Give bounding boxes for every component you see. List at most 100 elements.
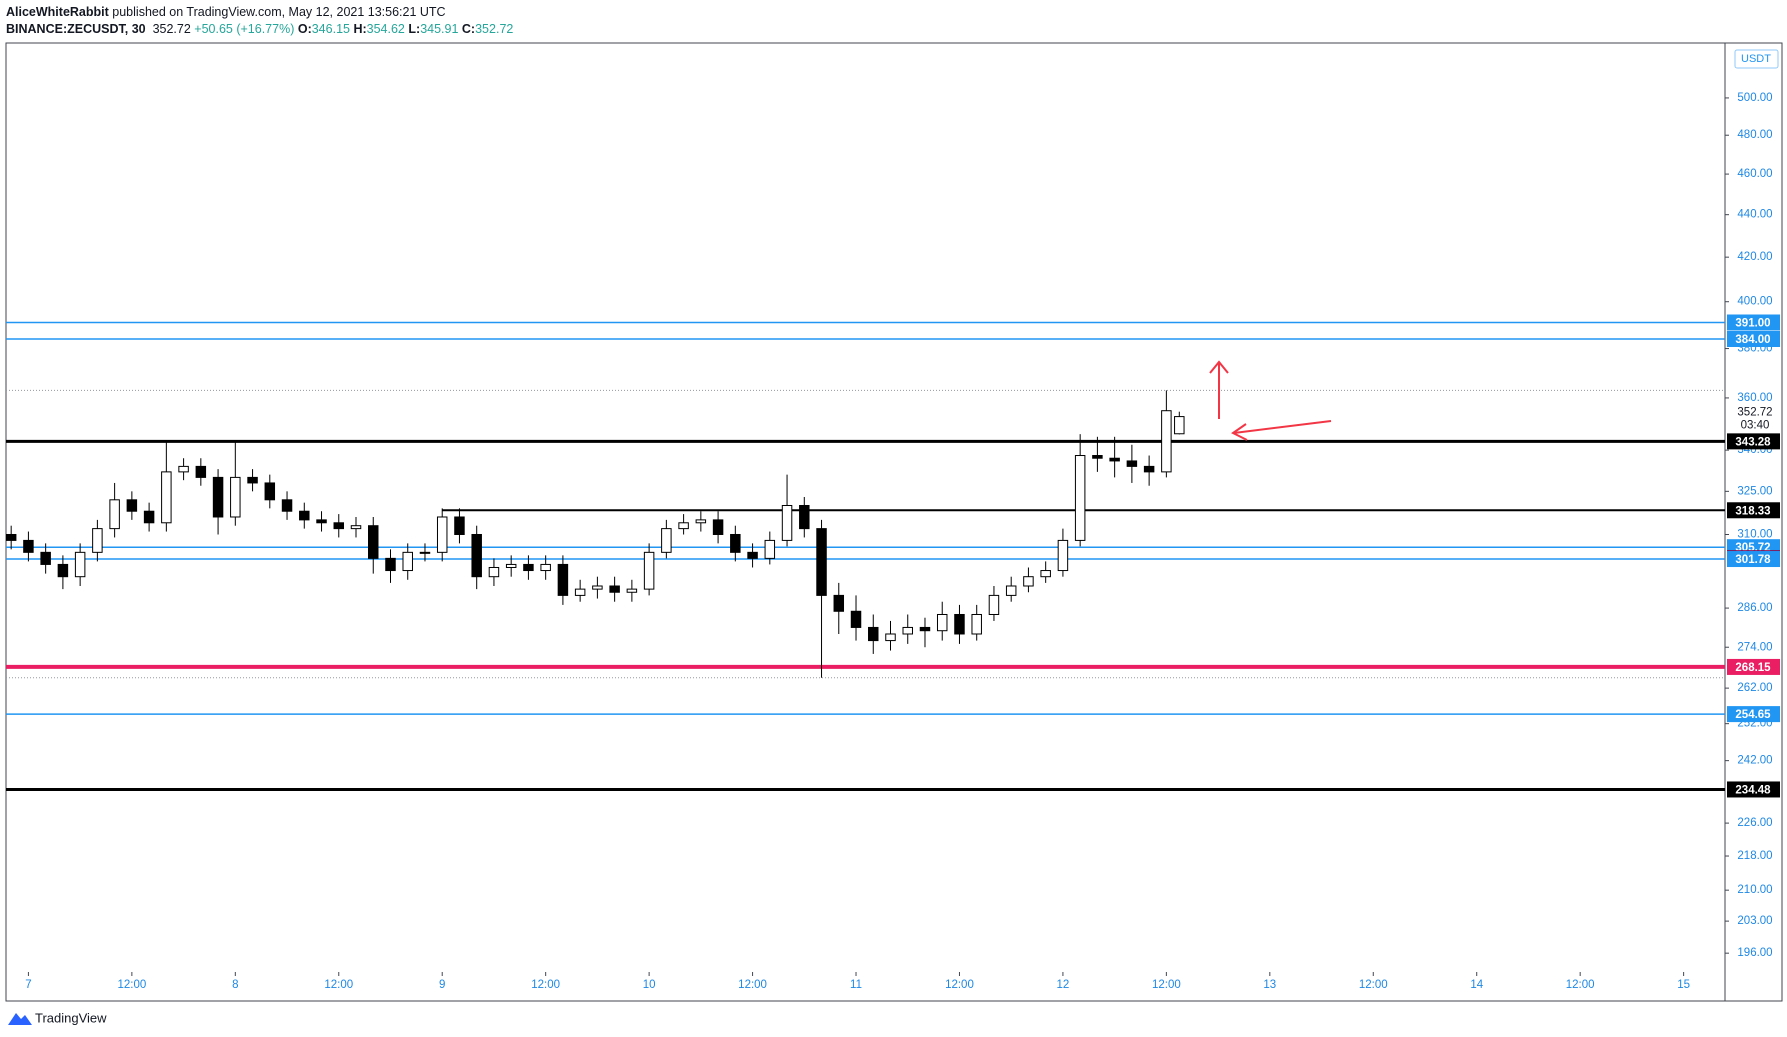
candle-body bbox=[643, 551, 655, 590]
currency-box bbox=[1734, 49, 1779, 69]
candle-body bbox=[781, 504, 793, 541]
x-tick-label: 11 bbox=[850, 979, 862, 991]
ohlc-label: O: bbox=[297, 22, 312, 36]
candle-body bbox=[574, 588, 586, 596]
ohlc-value: 345.91 bbox=[420, 22, 459, 36]
candle-body bbox=[488, 566, 500, 578]
y-tick-label: 460.00 bbox=[1737, 168, 1772, 180]
candle-body bbox=[1057, 539, 1069, 572]
candle-body bbox=[919, 626, 931, 632]
candle-body bbox=[195, 465, 207, 478]
y-tick-label: 310.00 bbox=[1737, 529, 1772, 541]
y-tick-label: 360.00 bbox=[1737, 392, 1772, 404]
level-label-box bbox=[1727, 658, 1780, 675]
y-tick-label: 210.00 bbox=[1737, 884, 1772, 896]
candle-body bbox=[230, 476, 241, 518]
candle-body bbox=[1040, 570, 1051, 578]
candle-body bbox=[161, 471, 172, 524]
candle-body bbox=[385, 557, 396, 572]
candle-body bbox=[661, 528, 672, 553]
candle-body bbox=[988, 594, 1000, 615]
y-tick-label: 440.00 bbox=[1737, 209, 1772, 221]
ohlc-o: O:346.15 bbox=[298, 22, 350, 36]
candle-body bbox=[1143, 465, 1155, 473]
footer-logo: TradingView bbox=[8, 1010, 107, 1025]
brand: TradingView bbox=[35, 1010, 107, 1025]
change: +50.65 (+16.77%) bbox=[194, 22, 295, 36]
y-tick-label: 262.00 bbox=[1737, 682, 1772, 694]
left-arrow-head bbox=[1231, 423, 1248, 441]
candle-body bbox=[333, 522, 345, 530]
candle-body bbox=[471, 533, 482, 578]
ohlc-c: C:352.72 bbox=[462, 22, 513, 36]
frame bbox=[5, 42, 1783, 1002]
candle-body bbox=[764, 539, 776, 559]
y-tick-label: 500.00 bbox=[1737, 92, 1772, 104]
candle-body bbox=[368, 525, 379, 559]
x-tick-label: 15 bbox=[1677, 979, 1690, 991]
y-tick-label: 420.00 bbox=[1737, 251, 1772, 263]
candle-body bbox=[23, 539, 34, 553]
level-label-box bbox=[1727, 781, 1780, 798]
axes: 196.00203.00210.00218.00226.00242.00252.… bbox=[25, 92, 1780, 991]
author: AliceWhiteRabbit bbox=[6, 5, 109, 19]
x-tick-label: 7 bbox=[25, 979, 31, 991]
y-tick-label: 196.00 bbox=[1737, 947, 1772, 959]
ohlc-l: L:345.91 bbox=[408, 22, 458, 36]
x-tick-label: 12:00 bbox=[1566, 979, 1595, 991]
candle-body bbox=[695, 519, 707, 524]
candle-body bbox=[609, 585, 620, 593]
x-tick-label: 9 bbox=[439, 979, 445, 991]
ohlc-label: H: bbox=[353, 22, 367, 36]
level-label: 391.00 bbox=[1735, 318, 1770, 330]
level-label-box bbox=[1727, 314, 1780, 331]
candle-body bbox=[902, 626, 913, 635]
logo bbox=[8, 1013, 32, 1025]
candle-body bbox=[40, 551, 51, 565]
candle-body bbox=[626, 588, 638, 593]
candle-body bbox=[799, 504, 810, 530]
candle-body bbox=[833, 594, 845, 612]
candle-body bbox=[523, 563, 534, 572]
x-tick-label: 12:00 bbox=[531, 979, 560, 991]
candle-body bbox=[936, 613, 948, 632]
y-tick-label: 203.00 bbox=[1737, 915, 1772, 927]
candle-body bbox=[850, 610, 862, 628]
candle-body bbox=[592, 585, 603, 590]
publish-line: AliceWhiteRabbit published on TradingVie… bbox=[6, 4, 513, 21]
header: AliceWhiteRabbit published on TradingVie… bbox=[6, 4, 513, 38]
last-price: 352.72 bbox=[1737, 407, 1772, 419]
plot bbox=[6, 321, 1725, 791]
ohlc-h: H:354.62 bbox=[353, 22, 404, 36]
y-tick-label: 218.00 bbox=[1737, 850, 1772, 862]
candle-body bbox=[557, 563, 569, 596]
candle-body bbox=[1174, 416, 1185, 435]
candle-body bbox=[1023, 576, 1034, 587]
candle-body bbox=[1161, 410, 1172, 473]
y-tick-label: 325.00 bbox=[1737, 485, 1772, 497]
y-tick-label: 226.00 bbox=[1737, 817, 1772, 829]
candle-body bbox=[505, 563, 517, 568]
candle-body bbox=[678, 522, 689, 530]
candle-body bbox=[316, 519, 327, 524]
candle-body bbox=[281, 499, 293, 512]
candle-body bbox=[178, 465, 189, 473]
candle-body bbox=[143, 510, 155, 524]
x-tick-label: 12:00 bbox=[1152, 979, 1181, 991]
ohlc-value: 346.15 bbox=[311, 22, 350, 36]
left-arrow bbox=[1233, 420, 1332, 434]
level-label: 343.28 bbox=[1735, 436, 1771, 448]
level-label-box bbox=[1727, 330, 1780, 347]
ohlc-label: L: bbox=[408, 22, 421, 36]
published: published on TradingView.com, May 12, 20… bbox=[112, 5, 446, 19]
candle-body bbox=[454, 516, 465, 535]
candle-body bbox=[247, 476, 258, 484]
candle-body bbox=[74, 551, 86, 578]
level-label-box bbox=[1727, 551, 1780, 568]
candle-body bbox=[6, 533, 17, 541]
level-label: 318.33 bbox=[1735, 505, 1770, 517]
symbol-line: BINANCE:ZECUSDT, 30 352.72 +50.65 (+16.7… bbox=[6, 21, 513, 38]
candle-body bbox=[1074, 455, 1086, 541]
